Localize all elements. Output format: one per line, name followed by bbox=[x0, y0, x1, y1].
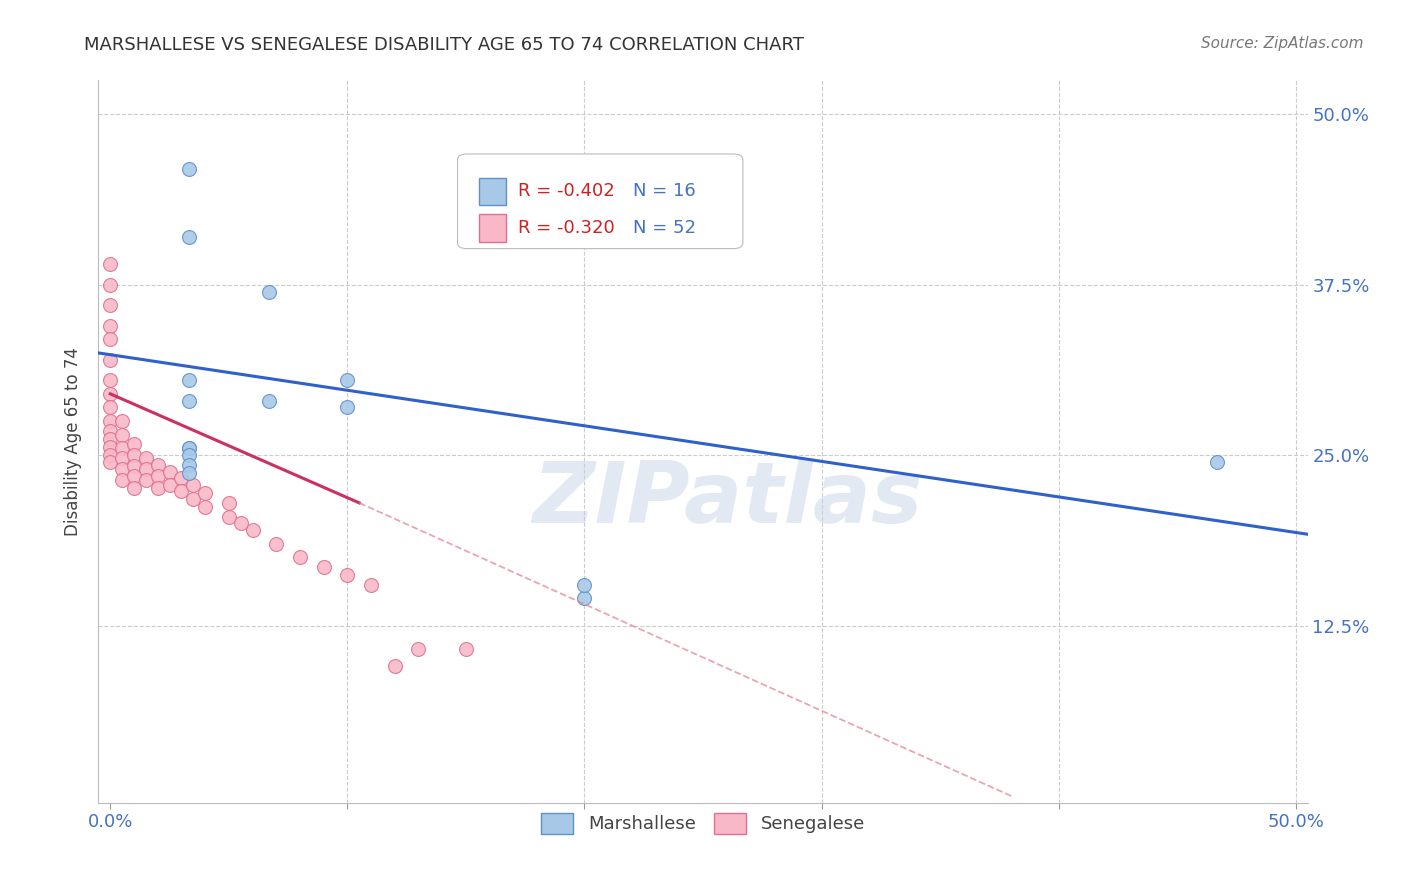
Point bbox=[177, 448, 200, 462]
Point bbox=[177, 442, 200, 456]
Point bbox=[98, 318, 121, 333]
Point bbox=[98, 440, 121, 454]
Point bbox=[177, 466, 200, 480]
Point bbox=[122, 481, 145, 495]
Point bbox=[218, 496, 240, 510]
Point bbox=[111, 442, 134, 456]
Point bbox=[98, 352, 121, 367]
Text: R = -0.402: R = -0.402 bbox=[517, 182, 614, 201]
Point bbox=[111, 450, 134, 465]
Point bbox=[181, 491, 204, 506]
Point bbox=[177, 458, 200, 472]
Point bbox=[177, 442, 200, 456]
Point bbox=[181, 478, 204, 492]
Text: Source: ZipAtlas.com: Source: ZipAtlas.com bbox=[1201, 36, 1364, 51]
Point bbox=[122, 468, 145, 483]
Point bbox=[111, 414, 134, 428]
Point bbox=[454, 641, 477, 656]
Point bbox=[135, 473, 157, 487]
Point bbox=[177, 230, 200, 244]
FancyBboxPatch shape bbox=[479, 214, 506, 242]
Text: MARSHALLESE VS SENEGALESE DISABILITY AGE 65 TO 74 CORRELATION CHART: MARSHALLESE VS SENEGALESE DISABILITY AGE… bbox=[84, 36, 804, 54]
Point bbox=[146, 468, 169, 483]
Text: ZIPatlas: ZIPatlas bbox=[531, 458, 922, 541]
Point bbox=[312, 560, 335, 574]
Point bbox=[218, 509, 240, 524]
FancyBboxPatch shape bbox=[479, 178, 506, 205]
Point bbox=[111, 473, 134, 487]
Point bbox=[98, 424, 121, 438]
Point bbox=[177, 161, 200, 176]
Point bbox=[384, 659, 406, 673]
Point bbox=[111, 427, 134, 442]
Point bbox=[177, 393, 200, 408]
Point bbox=[288, 550, 311, 565]
Point bbox=[146, 458, 169, 472]
Point bbox=[135, 450, 157, 465]
Point bbox=[98, 332, 121, 346]
Point bbox=[242, 523, 264, 537]
Point bbox=[336, 373, 359, 387]
Point bbox=[122, 437, 145, 451]
Point bbox=[135, 462, 157, 476]
Point bbox=[111, 462, 134, 476]
Point bbox=[574, 577, 596, 591]
Legend: Marshallese, Senegalese: Marshallese, Senegalese bbox=[534, 805, 872, 841]
Text: R = -0.320: R = -0.320 bbox=[517, 219, 614, 237]
Point bbox=[170, 471, 193, 485]
Point bbox=[98, 414, 121, 428]
Point bbox=[122, 448, 145, 462]
Point bbox=[122, 459, 145, 474]
FancyBboxPatch shape bbox=[457, 154, 742, 249]
Point bbox=[257, 393, 280, 408]
Point bbox=[98, 277, 121, 292]
Point bbox=[146, 481, 169, 495]
Point bbox=[574, 591, 596, 606]
Point bbox=[159, 465, 181, 479]
Point bbox=[257, 285, 280, 299]
Point bbox=[229, 516, 252, 531]
Point bbox=[1206, 455, 1229, 469]
Point bbox=[264, 537, 287, 551]
Point bbox=[98, 373, 121, 387]
Point bbox=[336, 568, 359, 582]
Point bbox=[177, 373, 200, 387]
Point bbox=[98, 455, 121, 469]
Point bbox=[98, 432, 121, 446]
Point bbox=[360, 577, 382, 591]
Point bbox=[408, 641, 430, 656]
Point bbox=[159, 478, 181, 492]
Point bbox=[336, 401, 359, 415]
Text: N = 52: N = 52 bbox=[633, 219, 696, 237]
Point bbox=[98, 401, 121, 415]
Y-axis label: Disability Age 65 to 74: Disability Age 65 to 74 bbox=[65, 347, 83, 536]
Text: N = 16: N = 16 bbox=[633, 182, 696, 201]
Point bbox=[170, 483, 193, 498]
Point bbox=[194, 500, 217, 514]
Point bbox=[98, 298, 121, 312]
Point bbox=[194, 486, 217, 500]
Point bbox=[98, 387, 121, 401]
Point bbox=[98, 448, 121, 462]
Point bbox=[98, 257, 121, 271]
